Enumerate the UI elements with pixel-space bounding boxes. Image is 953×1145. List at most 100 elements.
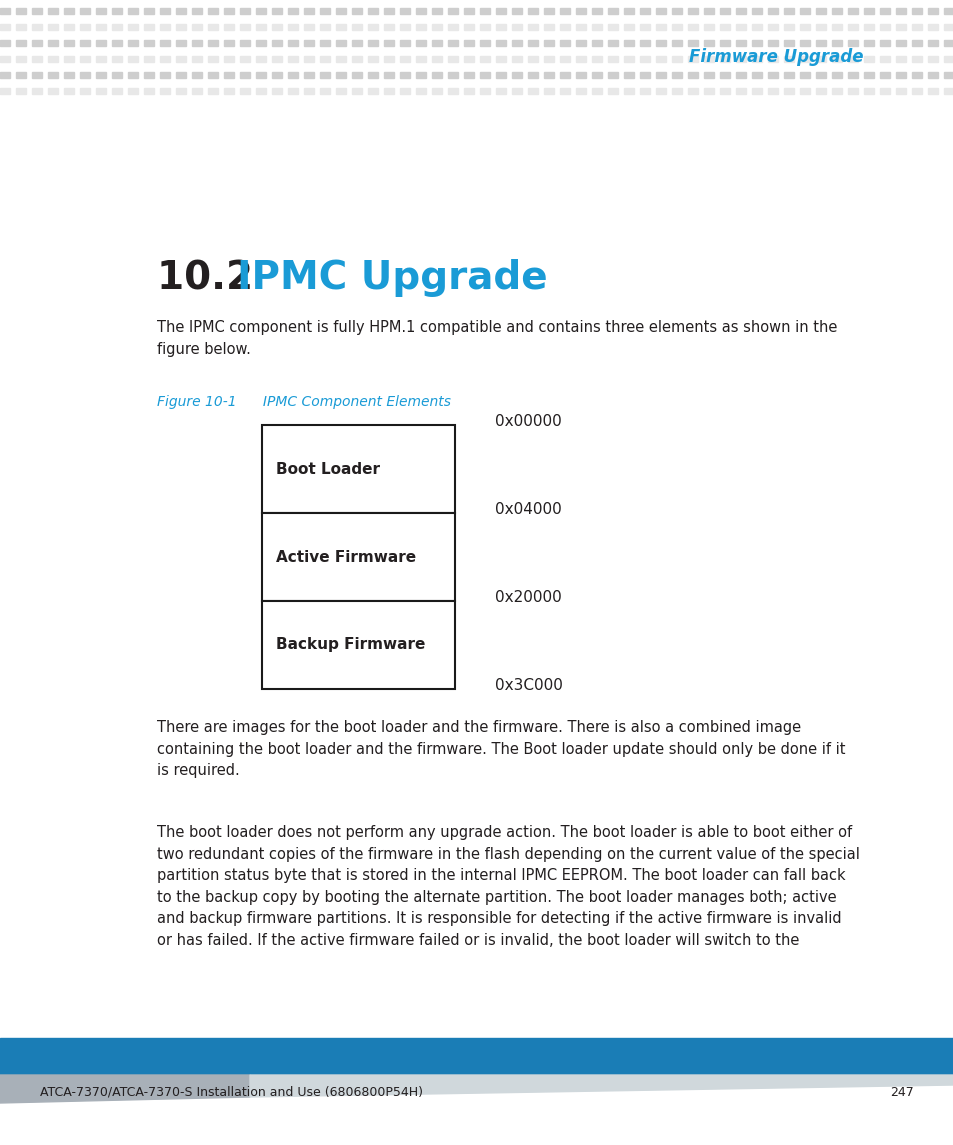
- Bar: [175, 40, 186, 46]
- Bar: [735, 72, 745, 78]
- Bar: [48, 40, 58, 46]
- Bar: [319, 88, 330, 94]
- Bar: [671, 8, 681, 14]
- Bar: [96, 72, 106, 78]
- Bar: [128, 88, 138, 94]
- Bar: [720, 40, 729, 46]
- Bar: [335, 8, 346, 14]
- Bar: [32, 56, 42, 62]
- Bar: [224, 56, 233, 62]
- Bar: [559, 56, 569, 62]
- Bar: [927, 24, 937, 30]
- Bar: [416, 8, 426, 14]
- Bar: [479, 24, 490, 30]
- Bar: [751, 24, 761, 30]
- Bar: [895, 40, 905, 46]
- Bar: [783, 56, 793, 62]
- Bar: [720, 88, 729, 94]
- Bar: [112, 24, 122, 30]
- Text: 0x00000: 0x00000: [495, 413, 561, 428]
- Bar: [64, 56, 74, 62]
- Bar: [656, 72, 665, 78]
- Bar: [496, 40, 505, 46]
- Bar: [448, 40, 457, 46]
- Bar: [399, 24, 410, 30]
- Bar: [479, 88, 490, 94]
- Bar: [656, 24, 665, 30]
- Bar: [16, 88, 26, 94]
- Bar: [288, 40, 297, 46]
- Bar: [943, 8, 953, 14]
- Bar: [847, 40, 857, 46]
- Bar: [262, 601, 455, 689]
- Bar: [448, 88, 457, 94]
- Bar: [192, 72, 202, 78]
- Bar: [831, 8, 841, 14]
- Bar: [255, 24, 266, 30]
- Bar: [703, 88, 713, 94]
- Bar: [144, 24, 153, 30]
- Bar: [319, 8, 330, 14]
- Bar: [463, 40, 474, 46]
- Bar: [32, 88, 42, 94]
- Bar: [175, 56, 186, 62]
- Bar: [751, 72, 761, 78]
- Bar: [399, 8, 410, 14]
- Bar: [479, 56, 490, 62]
- Bar: [847, 24, 857, 30]
- Bar: [703, 56, 713, 62]
- Bar: [847, 72, 857, 78]
- Bar: [527, 24, 537, 30]
- Bar: [911, 72, 921, 78]
- Bar: [432, 8, 441, 14]
- Bar: [512, 72, 521, 78]
- Bar: [815, 72, 825, 78]
- Bar: [592, 72, 601, 78]
- Bar: [144, 88, 153, 94]
- Bar: [175, 72, 186, 78]
- Bar: [943, 40, 953, 46]
- Bar: [128, 24, 138, 30]
- Bar: [352, 88, 361, 94]
- Bar: [144, 40, 153, 46]
- Bar: [639, 56, 649, 62]
- Bar: [512, 88, 521, 94]
- Bar: [208, 24, 218, 30]
- Bar: [208, 40, 218, 46]
- Bar: [112, 72, 122, 78]
- Bar: [559, 40, 569, 46]
- Bar: [831, 88, 841, 94]
- Bar: [319, 40, 330, 46]
- Bar: [288, 24, 297, 30]
- Bar: [208, 72, 218, 78]
- Bar: [847, 8, 857, 14]
- Bar: [512, 8, 521, 14]
- Bar: [352, 72, 361, 78]
- Bar: [112, 88, 122, 94]
- Bar: [48, 56, 58, 62]
- Bar: [927, 56, 937, 62]
- Bar: [384, 8, 394, 14]
- Bar: [863, 8, 873, 14]
- Bar: [463, 72, 474, 78]
- Text: Boot Loader: Boot Loader: [275, 461, 379, 476]
- Bar: [592, 8, 601, 14]
- Bar: [144, 72, 153, 78]
- Bar: [559, 24, 569, 30]
- Bar: [319, 56, 330, 62]
- Bar: [352, 8, 361, 14]
- Bar: [576, 8, 585, 14]
- Bar: [208, 88, 218, 94]
- Bar: [175, 8, 186, 14]
- Bar: [0, 88, 10, 94]
- Bar: [432, 88, 441, 94]
- Bar: [64, 88, 74, 94]
- Bar: [80, 56, 90, 62]
- Bar: [623, 88, 634, 94]
- Bar: [576, 88, 585, 94]
- Bar: [656, 88, 665, 94]
- Bar: [639, 24, 649, 30]
- Bar: [607, 8, 618, 14]
- Bar: [463, 8, 474, 14]
- Bar: [623, 8, 634, 14]
